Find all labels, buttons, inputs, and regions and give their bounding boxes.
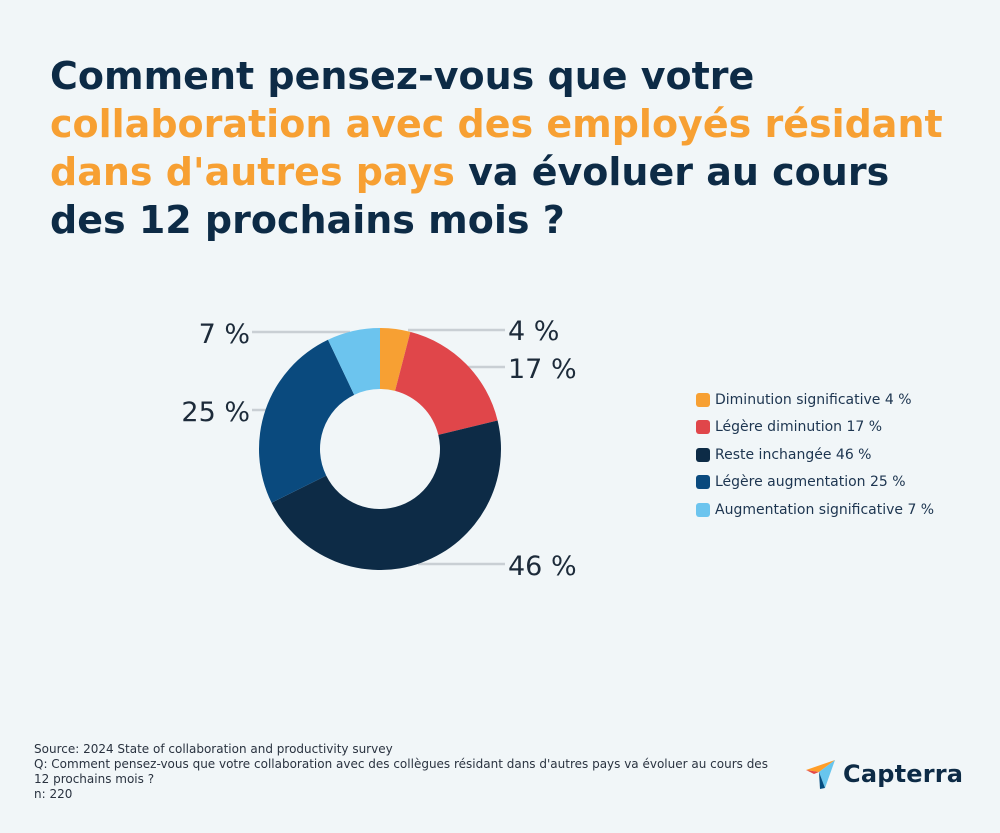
- chart-title: Comment pensez-vous que votre collaborat…: [50, 52, 970, 244]
- donut-slice: [327, 328, 380, 395]
- legend-label: Reste inchangée 46 %: [715, 446, 872, 463]
- question-line: Q: Comment pensez-vous que votre collabo…: [34, 757, 768, 786]
- chart-legend: Diminution significative 4 % Légère dimi…: [696, 386, 934, 524]
- sample-size: n: 220: [34, 787, 73, 801]
- legend-swatch: [696, 502, 710, 517]
- data-label: 4 %: [508, 316, 559, 347]
- legend-label: Diminution significative 4 %: [715, 391, 912, 408]
- legend-label: Légère augmentation 25 %: [715, 474, 906, 491]
- legend-item: Diminution significative 4 %: [696, 386, 934, 414]
- legend-item: Reste inchangée 46 %: [696, 441, 934, 469]
- donut-slice: [271, 420, 501, 570]
- title-part-2: va évoluer au cours des 12 prochains moi…: [50, 150, 890, 242]
- data-label: 17 %: [508, 354, 577, 385]
- donut-slice: [258, 339, 355, 503]
- logo-text: Capterra: [843, 760, 964, 788]
- legend-label: Augmentation significative 7 %: [715, 501, 935, 518]
- legend-swatch: [696, 475, 710, 490]
- source-line: Source: 2024 State of collaboration and …: [34, 742, 393, 756]
- title-highlight: collaboration avec des employés résidant…: [50, 102, 943, 194]
- legend-item: Légère diminution 17 %: [696, 414, 934, 442]
- legend-swatch: [696, 392, 710, 407]
- data-label: 25 %: [181, 397, 250, 428]
- legend-label: Légère diminution 17 %: [715, 419, 883, 436]
- legend-swatch: [696, 420, 710, 435]
- legend-swatch: [696, 447, 710, 462]
- source-note: Source: 2024 State of collaboration and …: [34, 742, 774, 802]
- data-label: 46 %: [508, 551, 577, 582]
- donut-slice: [395, 331, 498, 435]
- donut-slice: [380, 328, 411, 391]
- legend-item: Augmentation significative 7 %: [696, 496, 934, 524]
- legend-item: Légère augmentation 25 %: [696, 469, 934, 497]
- capterra-logo: Capterra: [805, 758, 963, 790]
- capterra-arrow-icon: [806, 760, 835, 789]
- data-label: 7 %: [199, 319, 250, 350]
- title-part-1: Comment pensez-vous que votre: [50, 54, 755, 98]
